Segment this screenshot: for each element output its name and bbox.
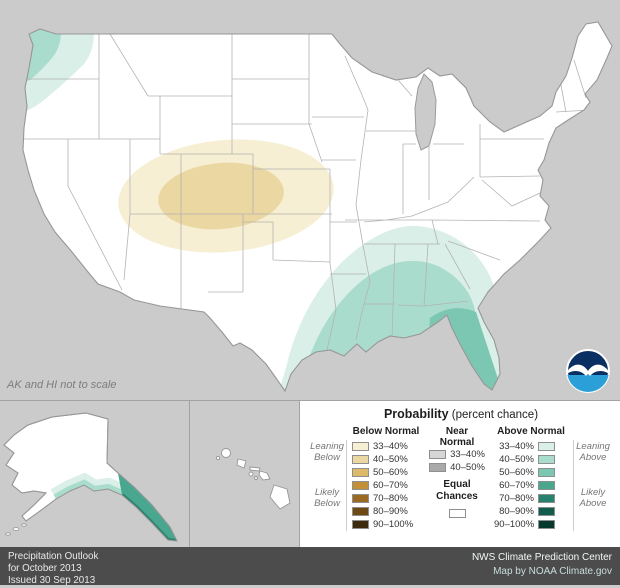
conus-map — [22, 21, 613, 393]
equal-chances-swatch — [448, 509, 466, 518]
above-swatch-70-80 — [538, 494, 555, 503]
legend-row: 33–40% — [429, 448, 485, 461]
alaska-panhandle-60 — [118, 473, 177, 541]
bottom-row: Probability (percent chance) Leaning Bel… — [0, 400, 620, 547]
legend-row: 40–50% — [494, 453, 568, 466]
footer-credits: NWS Climate Prediction Center Map by NOA… — [472, 551, 612, 582]
legend-below-column: Below Normal 33–40% 40–50% 50–60% 60–70%… — [347, 426, 425, 531]
above-swatch-90-100 — [538, 520, 555, 529]
legend-row: 60–70% — [494, 479, 568, 492]
footer-source: NWS Climate Prediction Center — [471, 552, 612, 563]
legend-row: 50–60% — [352, 466, 420, 479]
hawaii-inset — [190, 400, 300, 547]
below-swatch-80-90 — [352, 507, 369, 516]
legend-row: 80–90% — [352, 505, 420, 518]
likely-below-label: Likely Below — [314, 486, 340, 509]
below-swatch-60-70 — [352, 481, 369, 490]
legend-row: 33–40% — [352, 440, 420, 453]
equal-chances-label: Equal Chances — [436, 479, 478, 502]
legend-row: 60–70% — [352, 479, 420, 492]
legend-row: 90–100% — [352, 518, 420, 531]
below-normal-header: Below Normal — [352, 426, 420, 437]
legend-side-above: Leaning Above Likely Above — [574, 426, 612, 531]
legend-row: 80–90% — [494, 505, 568, 518]
lake-michigan — [414, 73, 437, 151]
likely-above-label: Likely Above — [579, 486, 607, 509]
legend-title-bold: Probability — [383, 407, 449, 421]
below-swatch-40-50 — [352, 455, 369, 464]
footer-bar: Precipitation Outlook for October 2013 I… — [0, 547, 620, 586]
equal-chances-swatch-wrap — [430, 505, 484, 523]
legend-row: 50–60% — [494, 466, 568, 479]
above-swatch-80-90 — [538, 507, 555, 516]
leaning-below-label: Leaning Below — [310, 441, 344, 463]
legend-near-column: Near Normal 33–40% 40–50% Equal Chances — [425, 426, 489, 523]
legend-panel: Probability (percent chance) Leaning Bel… — [300, 400, 620, 547]
alaska-map — [0, 401, 189, 547]
legend-above-column: Above Normal 33–40% 40–50% 50–60% 60–70%… — [489, 426, 573, 531]
below-swatch-70-80 — [352, 494, 369, 503]
footer-product-info: Precipitation Outlook for October 2013 I… — [8, 551, 99, 586]
legend-row: 40–50% — [429, 461, 485, 474]
near-swatch-33-40 — [429, 450, 447, 459]
legend-row: 40–50% — [352, 453, 420, 466]
near-swatch-40-50 — [429, 463, 447, 472]
above-normal-header: Above Normal — [497, 426, 565, 437]
footer-product-title: Precipitation Outlook — [8, 551, 99, 562]
near-normal-header: Near Normal — [439, 426, 475, 448]
legend-divider-left — [346, 440, 347, 531]
legend-title-rest: (percent chance) — [448, 409, 539, 421]
aleutian-islands — [5, 523, 27, 536]
legend-row: 90–100% — [494, 518, 568, 531]
legend-row: 70–80% — [494, 492, 568, 505]
legend-title: Probability (percent chance) — [308, 407, 614, 421]
scale-note: AK and HI not to scale — [7, 379, 117, 391]
state-borders — [23, 33, 591, 351]
above-swatch-60-70 — [538, 481, 555, 490]
noaa-logo-icon — [566, 349, 610, 393]
conus-map-panel: AK and HI not to scale — [7, 21, 613, 393]
below-normal-region-40 — [158, 162, 284, 230]
hawaii-map — [190, 401, 299, 547]
legend-row: 70–80% — [352, 492, 420, 505]
below-swatch-50-60 — [352, 468, 369, 477]
below-swatch-33-40 — [352, 442, 369, 451]
leaning-above-label: Leaning Above — [576, 441, 610, 463]
above-swatch-50-60 — [538, 468, 555, 477]
footer-valid-period: for October 2013 — [8, 563, 82, 575]
above-swatch-33-40 — [538, 442, 555, 451]
legend-side-below: Leaning Below Likely Below — [308, 426, 346, 531]
above-swatch-40-50 — [538, 455, 555, 464]
legend-row: 33–40% — [494, 440, 568, 453]
alaska-inset — [0, 400, 190, 547]
hawaiian-islands — [215, 448, 291, 510]
below-swatch-90-100 — [352, 520, 369, 529]
footer-map-credit: Map by NOAA Climate.gov — [493, 566, 612, 577]
footer-issued-date: Issued 30 Sep 2013 — [8, 575, 96, 587]
legend-divider-right — [573, 440, 574, 531]
